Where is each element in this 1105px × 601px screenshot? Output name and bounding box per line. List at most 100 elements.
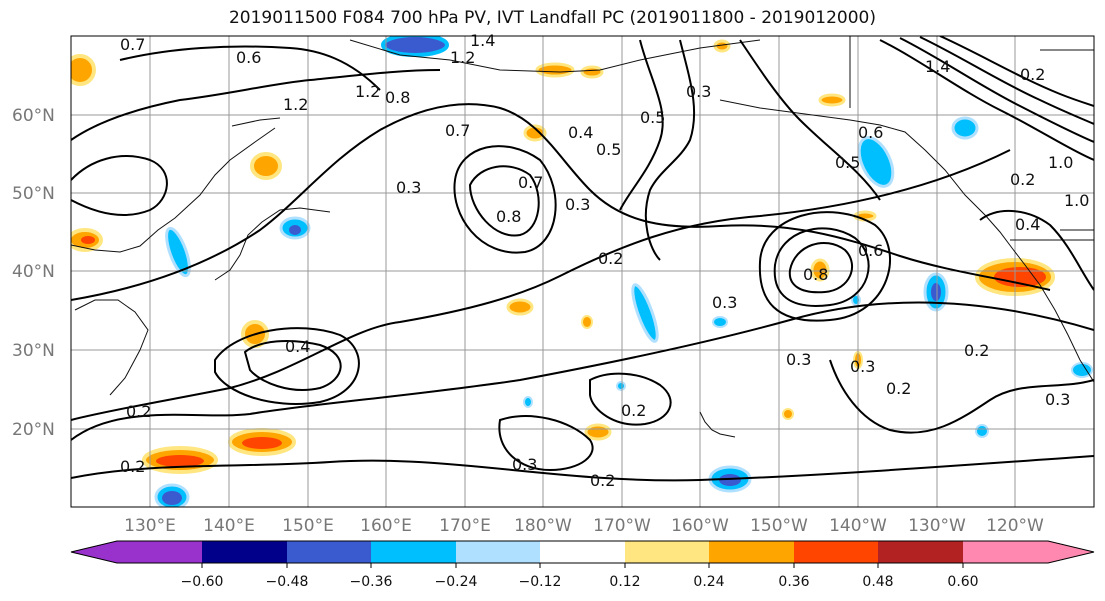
contour-label: 1.2: [450, 48, 475, 67]
contour-label: 1.4: [925, 57, 950, 76]
chart-title: 2019011500 F084 700 hPa PV, IVT Landfall…: [228, 8, 876, 28]
negative-anomaly: [975, 424, 989, 438]
contour-label: 0.2: [621, 401, 646, 420]
positive-anomaly: [156, 455, 204, 467]
negative-anomaly: [719, 474, 741, 486]
contour-label: 0.2: [1020, 65, 1045, 84]
lat-label: 30°N: [12, 341, 55, 361]
contour-labels: 0.7 0.6 1.2 1.4 1.2 0.3 0.8 1.2 0.7 0.4 …: [120, 31, 1089, 490]
negative-anomaly: [631, 283, 659, 343]
colorbar-segment: [878, 541, 963, 563]
contour-label: 1.0: [1064, 191, 1089, 210]
contour-label: 0.3: [396, 178, 421, 197]
contour-label: 0.5: [835, 153, 860, 172]
positive-anomaly: [523, 124, 547, 142]
lon-label: 150°W: [750, 516, 808, 536]
colorbar-segment: [117, 541, 202, 563]
colorbar-segment: [625, 541, 709, 563]
contour-label: 0.3: [512, 455, 537, 474]
contour-label: 0.3: [1045, 390, 1070, 409]
colorbar-extend-max: [1048, 541, 1094, 563]
negative-anomaly: [931, 283, 941, 301]
colorbar-tick-label: 0.12: [609, 574, 640, 590]
positive-anomaly: [581, 315, 593, 329]
contour-label: 0.3: [712, 293, 737, 312]
positive-anomaly: [71, 54, 96, 86]
positive-anomaly: [242, 437, 282, 449]
colorbar-tick-label: −0.24: [435, 574, 478, 590]
colorbar-tick-label: −0.36: [350, 574, 393, 590]
colorbar-segment: [540, 541, 625, 563]
colorbar-segment: [709, 541, 794, 563]
contour-label: 1.0: [1048, 153, 1073, 172]
negative-anomaly: [616, 381, 626, 391]
gridlines: [71, 36, 1094, 507]
colorbar-tick-label: −0.12: [519, 574, 562, 590]
contour-label: 1.2: [355, 82, 380, 101]
lon-label: 150°E: [282, 516, 334, 536]
lat-label: 50°N: [12, 184, 55, 204]
positive-anomaly: [818, 93, 846, 107]
colorbar-tick-label: 0.24: [693, 574, 724, 590]
contour-label: 0.7: [445, 121, 470, 140]
lon-label: 120°W: [986, 516, 1044, 536]
negative-anomaly: [289, 225, 301, 235]
contour-label: 0.4: [568, 123, 593, 142]
colorbar-tick-label: 0.36: [778, 574, 809, 590]
lat-label: 20°N: [12, 420, 55, 440]
colorbar-segment: [963, 541, 1048, 563]
positive-anomaly: [580, 65, 604, 79]
contour-label: 0.5: [596, 140, 621, 159]
contour-label: 0.7: [120, 35, 145, 54]
colorbar-segment: [371, 541, 456, 563]
contour-label: 0.3: [686, 82, 711, 101]
contour-label: 0.8: [385, 88, 410, 107]
contour-label: 0.4: [285, 337, 310, 356]
lon-label: 140°E: [203, 516, 255, 536]
colorbar-segment: [287, 541, 371, 563]
lon-label: 170°W: [593, 516, 651, 536]
contour-label: 0.3: [565, 195, 590, 214]
colorbar-tick-label: −0.60: [181, 574, 224, 590]
negative-anomaly: [857, 136, 895, 188]
colorbar-segment: [794, 541, 878, 563]
positive-anomaly: [994, 267, 1046, 287]
contour-label: 0.5: [640, 108, 665, 127]
contour-label: 0.6: [858, 123, 883, 142]
colorbar-segment: [202, 541, 287, 563]
contour-label: 0.3: [786, 350, 811, 369]
colorbar-segment: [456, 541, 540, 563]
longitude-labels: 130°E 140°E 150°E 160°E 170°E 180°W 170°…: [124, 516, 1044, 536]
colorbar-outline: [70, 540, 1095, 564]
lat-label: 40°N: [12, 262, 55, 282]
lon-label: 140°W: [829, 516, 887, 536]
contour-label: 0.8: [496, 207, 521, 226]
contour-label: 0.2: [126, 402, 151, 421]
negative-anomaly: [162, 491, 182, 505]
latitude-labels: 60°N 50°N 40°N 30°N 20°N: [12, 106, 55, 440]
positive-anomaly: [810, 258, 830, 282]
contour-label: 0.2: [120, 457, 145, 476]
colorbar: [70, 540, 1095, 568]
contour-label: 0.2: [1010, 170, 1035, 189]
contour-label: 0.4: [1015, 215, 1040, 234]
contour-label: 0.2: [886, 379, 911, 398]
negative-anomaly: [712, 316, 728, 328]
pv-contours: [71, 36, 1094, 482]
map-frame: [70, 35, 1095, 508]
negative-anomaly: [165, 226, 191, 278]
lon-label: 160°E: [360, 516, 412, 536]
lon-label: 180°W: [514, 516, 572, 536]
positive-anomaly: [782, 408, 794, 420]
negative-anomaly: [381, 36, 449, 57]
contour-label: 0.3: [850, 357, 875, 376]
colorbar-tick-label: −0.48: [266, 574, 309, 590]
contour-label: 1.2: [283, 95, 308, 114]
negative-anomaly: [523, 396, 533, 408]
negative-anomaly: [951, 116, 979, 140]
lon-label: 130°E: [124, 516, 176, 536]
lon-label: 170°E: [439, 516, 491, 536]
colorbar-ticks: −0.60 −0.48 −0.36 −0.24 −0.12 0.12 0.24 …: [181, 574, 979, 590]
lon-label: 130°W: [908, 516, 966, 536]
